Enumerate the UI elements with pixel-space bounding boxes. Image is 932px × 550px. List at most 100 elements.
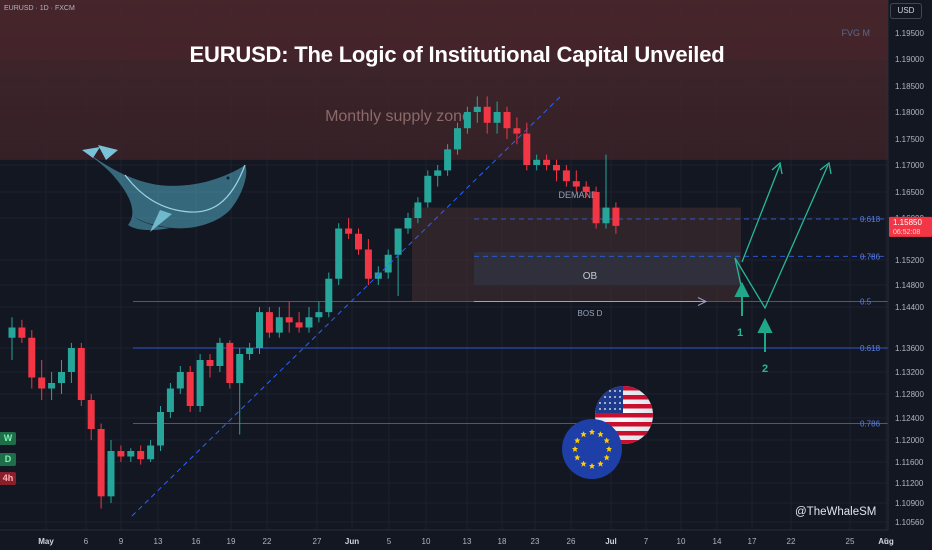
time-tick-label: 9	[119, 537, 124, 546]
candle-body	[97, 429, 105, 497]
price-tick-label: 1.19500	[895, 29, 924, 38]
eu-star	[580, 431, 587, 438]
candle-body	[206, 360, 214, 366]
time-tick-label: Jun	[345, 537, 359, 546]
candle-body	[364, 249, 372, 279]
time-tick-label: 18	[498, 537, 507, 546]
projection-path-1-up	[741, 164, 781, 263]
eu-star	[606, 446, 612, 452]
time-tick-label: 10	[677, 537, 686, 546]
candle-body	[612, 207, 620, 226]
timeframe-badge-weekly[interactable]: W	[0, 432, 16, 445]
candle-body	[335, 228, 343, 279]
candle-body	[553, 165, 560, 171]
candle-body	[503, 112, 511, 129]
us-stripe	[595, 404, 653, 409]
candle-body	[48, 383, 56, 389]
fib-level-label: 0.618	[860, 215, 881, 224]
time-tick-label: May	[38, 537, 54, 546]
candle-body	[285, 317, 293, 323]
us-star	[619, 396, 621, 398]
price-tick-label: 1.18000	[895, 108, 924, 117]
symbol-info: EURUSD · 1D · FXCM	[4, 5, 75, 12]
whale-icon	[82, 145, 247, 232]
candle-body	[414, 202, 422, 218]
time-axis: May 6 9 13 16 19 22 27 Jun 5 10 13 18 23 26 Jul 7 10 14 17 2…	[0, 529, 932, 550]
fib-level-label: 0.786	[860, 252, 881, 261]
us-star	[614, 408, 616, 410]
candle-body	[384, 254, 392, 273]
author-watermark: @TheWhaleSM	[795, 506, 877, 518]
fvg-label: FVG M	[842, 28, 871, 38]
us-star	[614, 390, 616, 392]
candles-layer	[8, 96, 620, 509]
candle-body	[137, 451, 145, 460]
time-tick-label: Jul	[605, 537, 617, 546]
candle-body	[77, 348, 85, 400]
current-price-value: 1.15850	[893, 218, 922, 227]
candle-body	[186, 372, 194, 406]
arrow-up-icon	[734, 281, 750, 316]
eu-star	[597, 460, 604, 467]
candle-body	[315, 312, 323, 318]
eu-star	[589, 429, 595, 435]
time-tick-label: 16	[192, 537, 201, 546]
us-star	[619, 402, 621, 404]
candle-body	[424, 175, 432, 203]
eu-flag-base	[562, 419, 622, 479]
chart-title: EURUSD: The Logic of Institutional Capit…	[189, 42, 725, 67]
currency-button[interactable]: USD	[890, 3, 922, 19]
candle-body	[18, 327, 26, 338]
fib-level-label: 0.5	[860, 298, 872, 307]
time-tick-label: Aug	[878, 537, 894, 546]
candle-body	[166, 388, 174, 412]
price-tick-label: 1.12800	[895, 390, 924, 399]
candle-body	[305, 317, 313, 328]
candle-body	[295, 322, 303, 328]
candle-body	[434, 170, 442, 176]
price-tick-label: 1.17500	[895, 135, 924, 144]
candle-body	[355, 233, 362, 250]
supply-zone-label: Monthly supply zone	[325, 108, 471, 125]
eu-star	[572, 446, 578, 452]
us-stripe	[595, 413, 653, 418]
zones-layer: FVG M Monthly supply zone DEMAND OB	[0, 0, 888, 302]
time-tick-label: 22	[263, 537, 272, 546]
price-tick-label: 1.16500	[895, 188, 924, 197]
time-axis-bg	[0, 530, 932, 550]
us-star	[604, 396, 606, 398]
eu-star	[589, 463, 595, 469]
candle-body	[602, 207, 610, 224]
time-tick-label: 17	[748, 537, 757, 546]
candle-body	[246, 348, 254, 354]
price-tick-label: 1.15200	[895, 256, 924, 265]
time-tick-label: 23	[531, 537, 540, 546]
candle-body	[374, 272, 382, 279]
candle-body	[216, 342, 224, 366]
candle-body	[117, 451, 125, 457]
eu-star	[603, 437, 610, 444]
us-star	[599, 402, 601, 404]
us-stripe	[595, 422, 653, 427]
us-stripe	[595, 395, 653, 400]
timeframe-badge-daily[interactable]: D	[0, 453, 16, 466]
timeframe-badge-4h[interactable]: 4h	[0, 472, 16, 485]
annotations-layer: BOS D 1 2	[131, 96, 832, 517]
candle-body	[582, 186, 590, 192]
price-tick-label: 1.19000	[895, 55, 924, 64]
us-star	[609, 408, 611, 410]
candle-body	[8, 327, 16, 338]
time-tick-label: 26	[567, 537, 576, 546]
candle-body	[256, 312, 263, 348]
fib-level-label: 0.786	[860, 420, 881, 429]
candle-body	[107, 451, 115, 497]
time-tick-label: 6	[84, 537, 89, 546]
candle-body	[523, 133, 531, 165]
us-star	[619, 390, 621, 392]
bos-arrowhead	[697, 297, 708, 306]
price-tick-label: 1.13200	[895, 368, 924, 377]
candle-body	[562, 170, 570, 182]
arrowhead-up-2	[819, 161, 832, 175]
price-tick-label: 1.14800	[895, 281, 924, 290]
